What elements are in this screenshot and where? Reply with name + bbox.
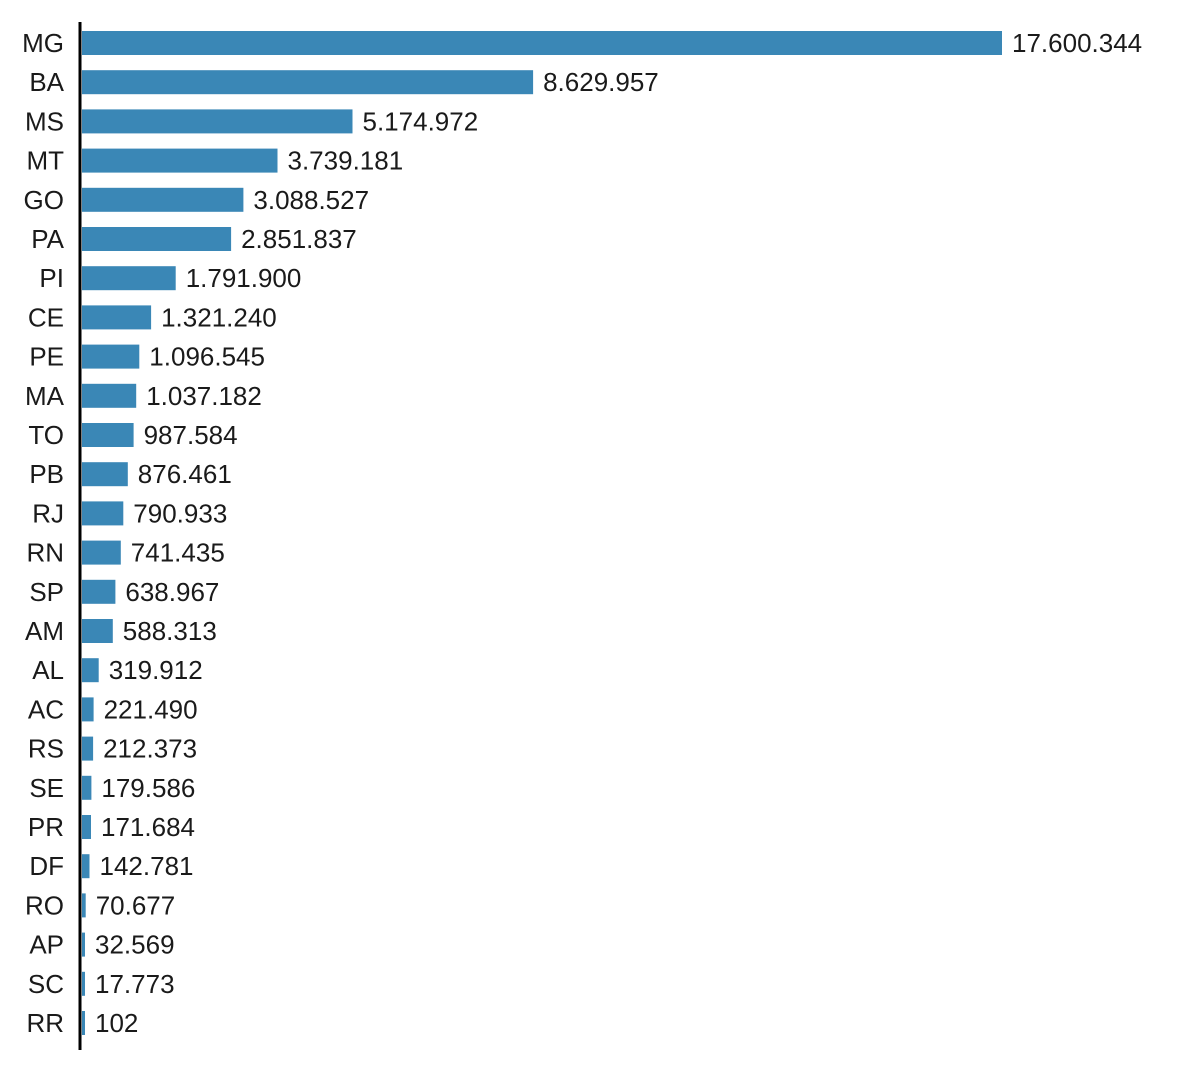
bar-ms xyxy=(82,109,353,134)
value-label-ma: 1.037.182 xyxy=(146,381,262,411)
category-label-go: GO xyxy=(24,185,64,215)
category-label-rn: RN xyxy=(26,538,64,568)
bar-se xyxy=(82,775,92,800)
category-label-mt: MT xyxy=(26,146,64,176)
value-label-go: 3.088.527 xyxy=(253,185,369,215)
bar-pi xyxy=(82,266,176,291)
bar-df xyxy=(82,854,90,879)
value-label-sc: 17.773 xyxy=(95,969,175,999)
bar-ba xyxy=(82,70,534,95)
category-label-sc: SC xyxy=(28,969,64,999)
category-label-ac: AC xyxy=(28,694,64,724)
value-label-al: 319.912 xyxy=(109,655,203,685)
value-label-rs: 212.373 xyxy=(103,734,197,764)
bar-rs xyxy=(82,736,94,761)
value-label-pa: 2.851.837 xyxy=(241,224,357,254)
value-label-pi: 1.791.900 xyxy=(186,263,302,293)
category-label-rs: RS xyxy=(28,734,64,764)
category-label-pe: PE xyxy=(29,342,64,372)
bar-sc xyxy=(82,971,85,996)
bar-rr xyxy=(82,1011,85,1035)
value-label-rj: 790.933 xyxy=(133,498,227,528)
bar-go xyxy=(82,187,244,212)
value-labels: 17.600.344 8.629.957 5.174.972 3.739.181 3.0… xyxy=(95,28,1142,1038)
bar-rj xyxy=(82,501,124,526)
category-label-pb: PB xyxy=(29,459,64,489)
value-label-am: 588.313 xyxy=(123,616,217,646)
category-label-ms: MS xyxy=(25,106,64,136)
category-label-to: TO xyxy=(28,420,64,450)
value-label-sp: 638.967 xyxy=(125,577,219,607)
bar-ac xyxy=(82,697,94,722)
bar-ma xyxy=(82,383,137,408)
category-label-sp: SP xyxy=(29,577,64,607)
category-label-pr: PR xyxy=(28,812,64,842)
category-label-pi: PI xyxy=(39,263,64,293)
category-label-al: AL xyxy=(32,655,64,685)
category-label-ce: CE xyxy=(28,302,64,332)
bar-pe xyxy=(82,344,140,369)
value-label-ms: 5.174.972 xyxy=(363,106,479,136)
category-labels: MG BA MS MT GO PA PI CE PE MA TO PB RJ RN SP AM AL AC RS SE… xyxy=(22,28,65,1038)
bar-mg xyxy=(82,31,1002,55)
bar-pb xyxy=(82,462,128,487)
value-label-rn: 741.435 xyxy=(131,538,225,568)
value-label-ap: 32.569 xyxy=(95,930,175,960)
bar-ce xyxy=(82,305,152,330)
value-label-pb: 876.461 xyxy=(138,459,232,489)
bar-mt xyxy=(82,148,278,173)
category-label-ap: AP xyxy=(29,930,64,960)
value-label-to: 987.584 xyxy=(144,420,238,450)
value-label-pr: 171.684 xyxy=(101,812,195,842)
value-label-ac: 221.490 xyxy=(104,694,198,724)
value-label-mt: 3.739.181 xyxy=(288,146,404,176)
bars-group xyxy=(82,31,1002,1035)
category-label-ba: BA xyxy=(29,67,64,97)
category-label-rr: RR xyxy=(26,1008,64,1038)
category-label-ro: RO xyxy=(25,890,64,920)
bar-pr xyxy=(82,815,91,839)
bar-sp xyxy=(82,579,116,604)
bar-ro xyxy=(82,893,86,918)
bar-pa xyxy=(82,227,232,251)
bar-rn xyxy=(82,540,121,565)
value-label-ro: 70.677 xyxy=(96,890,176,920)
category-label-pa: PA xyxy=(31,224,64,254)
category-label-mg: MG xyxy=(22,28,64,58)
value-label-ba: 8.629.957 xyxy=(543,67,659,97)
value-label-df: 142.781 xyxy=(100,851,194,881)
bar-to xyxy=(82,423,134,447)
category-label-df: DF xyxy=(29,851,64,881)
category-label-se: SE xyxy=(29,773,64,803)
category-label-rj: RJ xyxy=(32,498,64,528)
value-label-ce: 1.321.240 xyxy=(161,302,277,332)
bar-am xyxy=(82,619,113,643)
value-label-mg: 17.600.344 xyxy=(1012,28,1142,58)
category-label-am: AM xyxy=(25,616,64,646)
value-label-pe: 1.096.545 xyxy=(149,342,265,372)
value-label-rr: 102 xyxy=(95,1008,138,1038)
value-label-se: 179.586 xyxy=(101,773,195,803)
bar-al xyxy=(82,658,99,683)
category-label-ma: MA xyxy=(25,381,65,411)
bar-ap xyxy=(82,932,85,957)
